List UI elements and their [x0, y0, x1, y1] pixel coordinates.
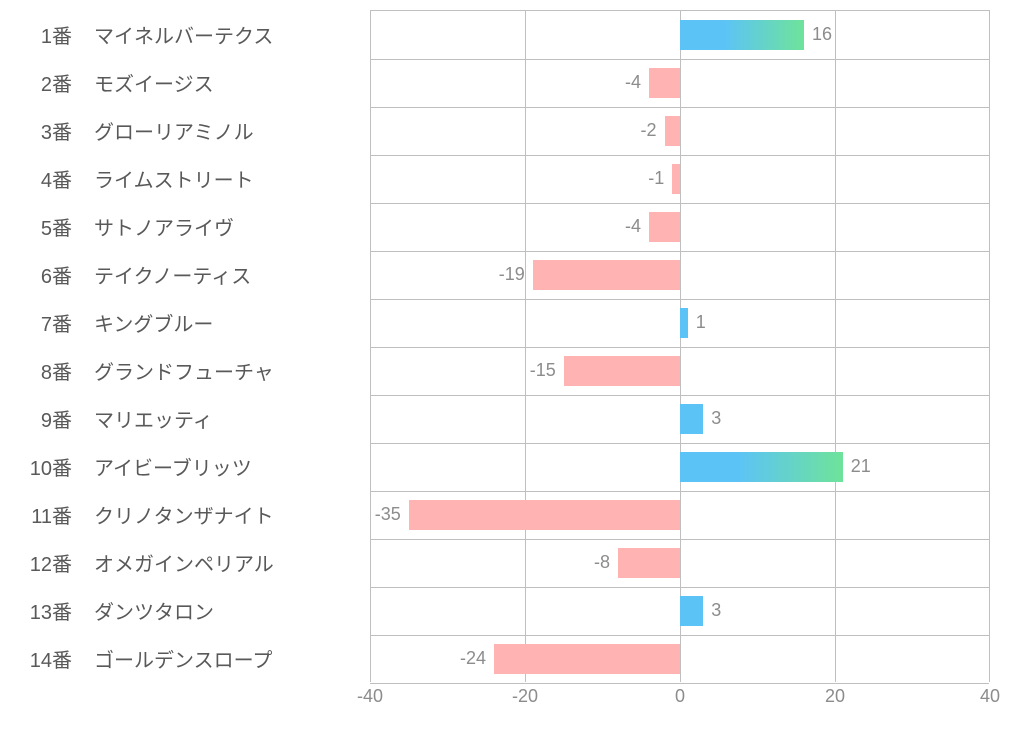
row-name: サトノアライヴ — [72, 212, 234, 241]
row-name: ゴールデンスロープ — [72, 644, 272, 673]
gridline-horizontal — [370, 539, 989, 540]
gridline-horizontal — [370, 59, 989, 60]
row-label: 6番テイクノーティス — [0, 250, 370, 298]
bar-value-label: 21 — [851, 456, 871, 477]
row-number: 6番 — [0, 260, 72, 289]
row-label: 8番グランドフューチャ — [0, 346, 370, 394]
bar — [680, 596, 703, 626]
row-number: 3番 — [0, 116, 72, 145]
bar — [649, 212, 680, 242]
row-labels-column: 1番マイネルバーテクス2番モズイージス3番グローリアミノル4番ライムストリート5… — [0, 0, 370, 680]
bar-value-label: -2 — [640, 120, 656, 141]
row-label: 3番グローリアミノル — [0, 106, 370, 154]
x-tick-label: -20 — [512, 686, 538, 707]
row-label: 7番キングブルー — [0, 298, 370, 346]
bar-value-label: -4 — [625, 72, 641, 93]
row-label: 14番ゴールデンスロープ — [0, 634, 370, 682]
row-name: キングブルー — [72, 308, 213, 337]
x-tick-label: -40 — [357, 686, 383, 707]
row-number: 12番 — [0, 548, 72, 577]
row-name: モズイージス — [72, 68, 214, 97]
gridline-horizontal — [370, 587, 989, 588]
row-number: 14番 — [0, 644, 72, 673]
bar — [680, 308, 688, 338]
row-number: 5番 — [0, 212, 72, 241]
row-name: マリエッティ — [72, 404, 213, 433]
row-number: 10番 — [0, 452, 72, 481]
bar — [680, 404, 703, 434]
bar — [533, 260, 680, 290]
gridline-horizontal — [370, 635, 989, 636]
gridline-horizontal — [370, 251, 989, 252]
x-tick-label: 0 — [675, 686, 685, 707]
row-name: クリノタンザナイト — [72, 500, 274, 529]
x-tick-label: 40 — [980, 686, 1000, 707]
bar — [649, 68, 680, 98]
gridline-horizontal — [370, 347, 989, 348]
row-name: オメガインペリアル — [72, 548, 274, 577]
row-number: 4番 — [0, 164, 72, 193]
row-label: 13番ダンツタロン — [0, 586, 370, 634]
bar — [618, 548, 680, 578]
row-number: 1番 — [0, 20, 72, 49]
row-name: テイクノーティス — [72, 260, 251, 289]
bar-value-label: -19 — [499, 264, 525, 285]
row-number: 7番 — [0, 308, 72, 337]
plot-area: 16 -4 -2 -1 -4 -19 1 -15 3 21 -35 -8 3 -24 — [370, 10, 990, 682]
bar-value-label: 3 — [711, 600, 721, 621]
bar — [409, 500, 680, 530]
row-name: ライムストリート — [72, 164, 254, 193]
row-number: 11番 — [0, 500, 72, 529]
x-tick-label: 20 — [825, 686, 845, 707]
bar-value-label: 16 — [812, 24, 832, 45]
row-name: グローリアミノル — [72, 116, 254, 145]
bar-value-label: 3 — [711, 408, 721, 429]
row-number: 13番 — [0, 596, 72, 625]
gridline-horizontal — [370, 155, 989, 156]
bar — [680, 452, 843, 482]
row-number: 9番 — [0, 404, 72, 433]
row-name: グランドフューチャ — [72, 356, 274, 385]
row-number: 2番 — [0, 68, 72, 97]
bar-value-label: -35 — [375, 504, 401, 525]
bar-value-label: -4 — [625, 216, 641, 237]
bar — [672, 164, 680, 194]
bar-value-label: -8 — [594, 552, 610, 573]
row-label: 12番オメガインペリアル — [0, 538, 370, 586]
bar — [564, 356, 680, 386]
gridline-horizontal — [370, 491, 989, 492]
gridline-horizontal — [370, 395, 989, 396]
bar-value-label: 1 — [696, 312, 706, 333]
gridline-horizontal — [370, 107, 989, 108]
row-label: 9番マリエッティ — [0, 394, 370, 442]
bar — [665, 116, 681, 146]
row-name: マイネルバーテクス — [72, 20, 273, 49]
row-number: 8番 — [0, 356, 72, 385]
row-label: 1番マイネルバーテクス — [0, 10, 370, 58]
diverging-bar-chart: 1番マイネルバーテクス2番モズイージス3番グローリアミノル4番ライムストリート5… — [0, 0, 1022, 730]
row-label: 4番ライムストリート — [0, 154, 370, 202]
gridline-horizontal — [370, 299, 989, 300]
bar-value-label: -24 — [460, 648, 486, 669]
x-axis-ticks: -40-2002040 — [370, 686, 990, 716]
row-label: 2番モズイージス — [0, 58, 370, 106]
row-label: 5番サトノアライヴ — [0, 202, 370, 250]
bar — [494, 644, 680, 674]
gridline-horizontal — [370, 443, 989, 444]
gridline-horizontal — [370, 683, 989, 684]
bar — [680, 20, 804, 50]
row-label: 11番クリノタンザナイト — [0, 490, 370, 538]
bar-value-label: -15 — [530, 360, 556, 381]
row-name: ダンツタロン — [72, 596, 214, 625]
row-label: 10番アイビーブリッツ — [0, 442, 370, 490]
gridline-horizontal — [370, 203, 989, 204]
bar-value-label: -1 — [648, 168, 664, 189]
row-name: アイビーブリッツ — [72, 452, 252, 481]
